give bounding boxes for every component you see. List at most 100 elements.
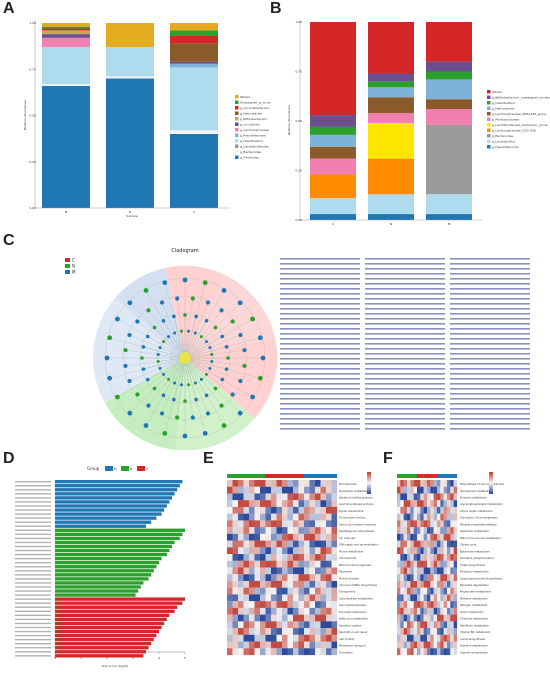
clado-list-line xyxy=(365,383,445,385)
heatmap-cell xyxy=(440,493,444,501)
heatmap-cell xyxy=(413,594,418,602)
heatmap-cell xyxy=(249,587,255,595)
group-annotation xyxy=(271,474,277,478)
heatmap-cell xyxy=(254,580,261,588)
heatmap-cell xyxy=(298,547,305,555)
clado-node xyxy=(202,430,208,436)
heatmap-cell xyxy=(433,540,438,548)
heatmap-cell xyxy=(453,634,458,642)
heatmap-cell xyxy=(276,480,283,487)
clado-node xyxy=(167,377,171,381)
heatmap-cell xyxy=(410,486,414,494)
heatmap-cell xyxy=(243,601,250,608)
heatmap-cell xyxy=(326,520,332,528)
heatmap-cell xyxy=(443,520,448,528)
row-label: Transporters xyxy=(339,590,356,594)
lda-row-label-line xyxy=(15,485,51,487)
heatmap-cell xyxy=(276,580,283,588)
heatmap-cell xyxy=(433,628,438,635)
heatmap-cell xyxy=(417,587,421,595)
bar-segment xyxy=(106,47,154,77)
heatmap-cell xyxy=(326,641,332,649)
heatmap-cell xyxy=(282,527,288,534)
group-annotation xyxy=(326,474,332,478)
heatmap-cell xyxy=(287,587,294,595)
heatmap-cell xyxy=(293,601,299,608)
heatmap-cell xyxy=(304,527,310,534)
heatmap-cell xyxy=(232,621,239,629)
heatmap-cell xyxy=(265,547,272,555)
heatmap-cell xyxy=(260,560,266,568)
heatmap-cell xyxy=(413,486,418,494)
heatmap-cell xyxy=(413,560,418,568)
heatmap-cell xyxy=(243,480,250,487)
heatmap-cell xyxy=(410,506,414,514)
heatmap-cell xyxy=(407,601,411,608)
heatmap-cell xyxy=(260,601,266,608)
row-label: Lipopolysaccharide biosynthesis xyxy=(460,576,503,580)
heatmap-cell xyxy=(298,567,305,575)
heatmap-cell xyxy=(450,574,454,582)
heatmap-cell xyxy=(417,554,421,561)
heatmap-cell xyxy=(427,567,431,575)
heatmap-cell xyxy=(410,527,414,534)
clado-list-line xyxy=(280,263,360,265)
clado-list-line xyxy=(280,293,360,295)
heatmap-cell xyxy=(249,628,255,635)
heatmap-cell xyxy=(403,567,408,575)
heatmap-cell xyxy=(410,567,414,575)
clado-list-line xyxy=(365,268,445,270)
heatmap-cell xyxy=(407,648,411,656)
heatmap-cell xyxy=(410,601,414,608)
heatmap-cell xyxy=(413,533,418,541)
bar-segment xyxy=(426,79,472,100)
svg-text:Cladogram: Cladogram xyxy=(171,248,198,254)
group-annotation xyxy=(243,474,250,478)
row-label: Fatty acid metabolism xyxy=(339,617,368,621)
heatmap-cell xyxy=(433,520,438,528)
heatmap-cell xyxy=(326,500,332,508)
clado-node xyxy=(190,296,195,301)
heatmap-cell xyxy=(453,554,458,561)
heatmap-cell xyxy=(293,587,299,595)
heatmap-cell xyxy=(232,527,239,534)
row-label: Membrane transport xyxy=(339,644,366,648)
heatmap-cell xyxy=(423,506,428,514)
row-label: Signal transduction xyxy=(339,509,365,513)
clado-list-line xyxy=(450,353,530,355)
heatmap-cell xyxy=(249,641,255,649)
heatmap-cell xyxy=(453,547,458,555)
heatmap-cell xyxy=(437,634,441,642)
heatmap-cell xyxy=(420,594,424,602)
heatmap-cell xyxy=(417,580,421,588)
lda-row-label-line xyxy=(15,501,51,503)
heatmap-cell xyxy=(430,493,434,501)
heatmap-cell xyxy=(433,500,438,508)
heatmap-cell xyxy=(293,513,299,521)
heatmap-cell xyxy=(403,520,408,528)
clado-branch xyxy=(143,357,186,370)
heatmap-cell xyxy=(450,520,454,528)
heatmap-cell xyxy=(430,648,434,656)
panel-letter-b: B xyxy=(270,0,282,17)
legend-label: Others xyxy=(492,90,503,94)
clado-node xyxy=(250,316,255,322)
heatmap-cell xyxy=(430,601,434,608)
heatmap-cell xyxy=(400,587,404,595)
heatmap-cell xyxy=(254,587,261,595)
heatmap-cell xyxy=(282,513,288,521)
legend-swatch xyxy=(235,128,239,132)
legend-label: g_uncultured xyxy=(240,123,260,127)
heatmap-cell xyxy=(249,554,255,561)
row-label: Citrate cycle xyxy=(460,543,477,547)
row-label: Peptidoglycan biosynthesis xyxy=(339,529,375,533)
heatmap-cell xyxy=(427,480,431,487)
heatmap-cell xyxy=(254,628,261,635)
heatmap-cell xyxy=(447,641,451,649)
legend-swatch xyxy=(235,106,239,110)
y-tick-label: 0.50 xyxy=(295,119,302,123)
clado-node xyxy=(107,375,113,381)
bar-segment xyxy=(310,198,356,215)
heatmap-cell xyxy=(298,500,305,508)
heatmap-cell xyxy=(397,506,401,514)
